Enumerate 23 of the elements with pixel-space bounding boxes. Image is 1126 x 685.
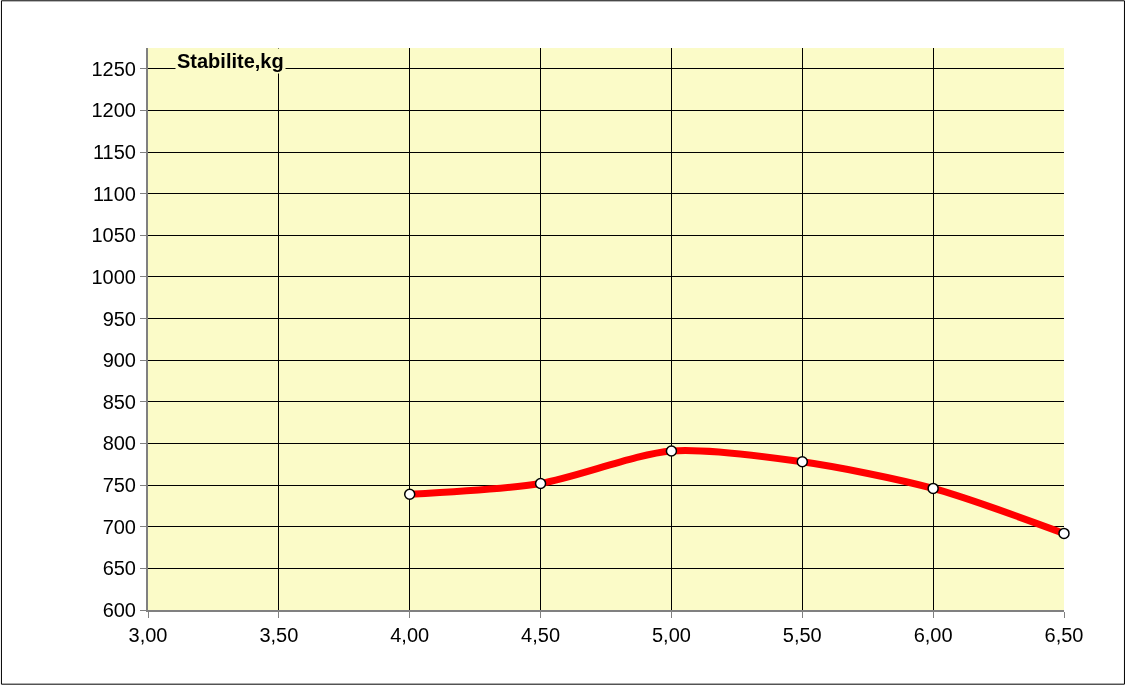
y-tick-label: 800 [102, 432, 136, 455]
y-tick-label: 900 [102, 349, 136, 372]
x-tick-label: 6,00 [913, 624, 953, 646]
x-tick-label: 5,00 [651, 624, 691, 646]
y-tick-label: 700 [102, 515, 136, 538]
y-tick-label: 1050 [91, 224, 136, 247]
x-tick-label: 6,50 [1044, 624, 1084, 646]
y-tick-label: 1250 [91, 57, 136, 80]
y-tick-label: 1150 [92, 141, 136, 164]
x-tick-label: 4,00 [390, 624, 430, 646]
x-tick-label: 4,50 [521, 624, 561, 646]
y-tick-label: 850 [102, 390, 136, 413]
x-tick-label: 3,00 [128, 624, 168, 646]
y-tick-label: 1100 [92, 182, 136, 205]
y-tick-label: 600 [102, 599, 136, 621]
x-tick-label: 5,50 [782, 624, 822, 646]
y-tick-label: 650 [102, 557, 136, 580]
y-tick-label: 750 [102, 474, 136, 497]
chart-title: Stabilite,kg [177, 50, 284, 72]
y-tick-label: 950 [102, 307, 136, 330]
y-tick-label: 1000 [91, 265, 136, 288]
y-tick-label: 1200 [91, 99, 136, 122]
x-tick-label: 3,50 [259, 624, 299, 646]
